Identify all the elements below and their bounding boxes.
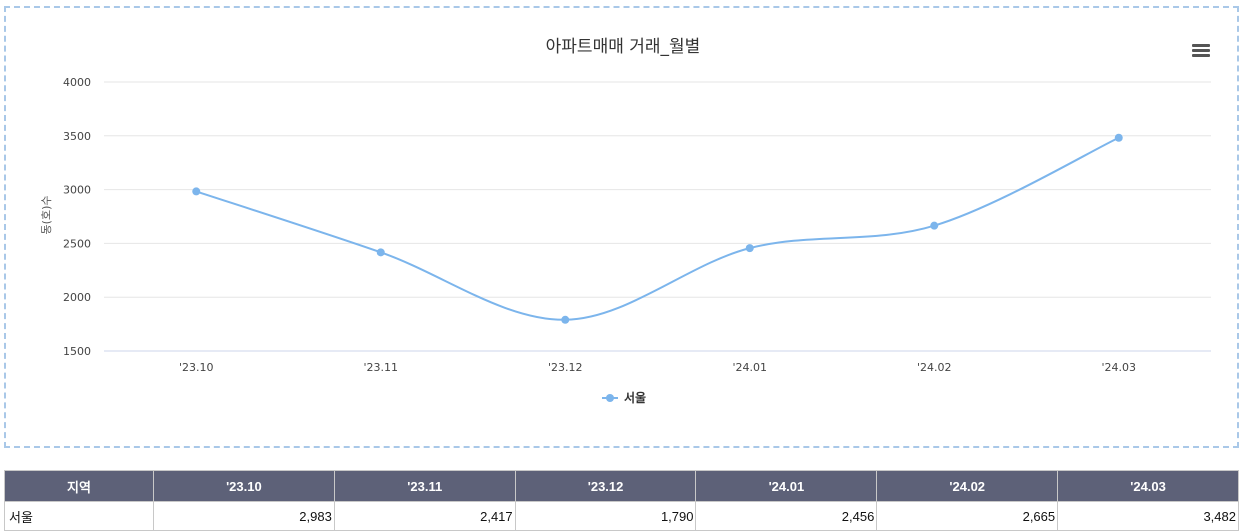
table-header-month: '23.12 bbox=[514, 470, 697, 502]
y-tick-label: 1500 bbox=[63, 345, 91, 358]
data-point bbox=[376, 248, 385, 257]
y-tick-label: 2000 bbox=[63, 291, 91, 304]
line-chart: 아파트매매 거래_월별 동(호)수 1500 2000 2500 3000 3500 40… bbox=[40, 37, 1211, 405]
table-cell-region: 서울 bbox=[4, 501, 154, 531]
data-point bbox=[1114, 133, 1123, 142]
table-header-month: '24.02 bbox=[876, 470, 1059, 502]
series-line bbox=[195, 136, 1120, 321]
table-header-month: '24.01 bbox=[695, 470, 878, 502]
x-tick-label: '24.02 bbox=[917, 361, 952, 374]
table-header-region: 지역 bbox=[4, 470, 154, 502]
legend-marker bbox=[606, 394, 614, 402]
x-tick-label: '23.10 bbox=[179, 361, 214, 374]
y-tick-label: 3000 bbox=[63, 184, 91, 197]
chart-menu-button[interactable] bbox=[1192, 44, 1210, 58]
table-header-month: '23.11 bbox=[333, 470, 516, 502]
table-cell-value: 2,417 bbox=[333, 501, 516, 531]
data-point bbox=[745, 244, 754, 253]
table-cell-value: 2,665 bbox=[876, 501, 1059, 531]
legend-label: 서울 bbox=[624, 390, 646, 405]
table-header-month: '23.10 bbox=[153, 470, 335, 502]
chart-panel: 아파트매매 거래_월별 동(호)수 1500 2000 2500 3000 3500 40… bbox=[4, 6, 1239, 448]
table-cell-value: 1,790 bbox=[514, 501, 697, 531]
data-point bbox=[561, 315, 570, 324]
table-cell-value: 2,456 bbox=[695, 501, 878, 531]
x-tick-label: '23.12 bbox=[548, 361, 583, 374]
y-tick-label: 3500 bbox=[63, 130, 91, 143]
table-cell-value: 2,983 bbox=[153, 501, 335, 531]
x-tick-label: '24.03 bbox=[1101, 361, 1136, 374]
chart-title: 아파트매매 거래_월별 bbox=[546, 37, 701, 57]
y-axis-label: 동(호)수 bbox=[40, 196, 53, 235]
table-header-month: '24.03 bbox=[1057, 470, 1239, 502]
data-point bbox=[192, 187, 201, 196]
x-tick-label: '23.11 bbox=[363, 361, 398, 374]
table-row: 서울 2,983 2,417 1,790 2,456 2,665 3,482 bbox=[4, 501, 1239, 531]
table-cell-value: 3,482 bbox=[1057, 501, 1239, 531]
y-tick-label: 2500 bbox=[63, 237, 91, 250]
x-tick-label: '24.01 bbox=[732, 361, 767, 374]
y-tick-label: 4000 bbox=[63, 76, 91, 89]
data-point bbox=[930, 221, 939, 230]
data-table: 지역 '23.10 '23.11 '23.12 '24.01 '24.02 '2… bbox=[4, 470, 1239, 531]
table-header-row: 지역 '23.10 '23.11 '23.12 '24.01 '24.02 '2… bbox=[4, 470, 1239, 502]
